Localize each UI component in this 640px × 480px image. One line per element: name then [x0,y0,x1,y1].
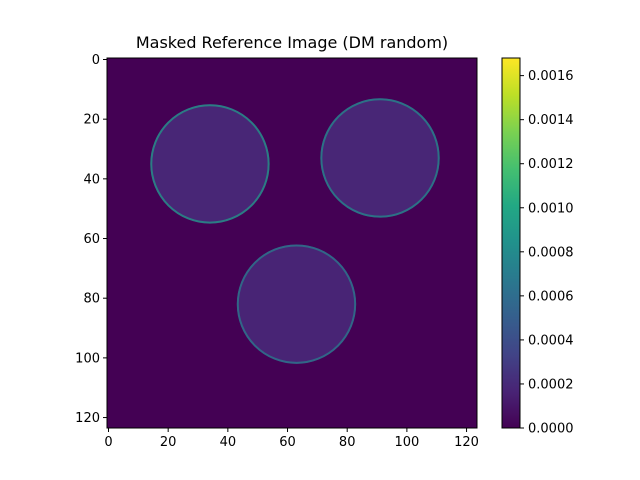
y-tick-label: 60 [83,232,100,247]
colorbar-tick-label: 0.0016 [528,69,574,84]
colorbar-tick-label: 0.0010 [528,201,574,216]
y-tick-label: 40 [83,172,100,187]
y-tick-label: 20 [83,113,100,128]
heatmap-plot-area [107,58,477,428]
x-tick-label: 120 [454,435,479,450]
x-tick-label: 0 [104,435,112,450]
y-tick-label: 120 [75,411,100,426]
x-tick-label: 20 [160,435,177,450]
heatmap-region-2 [320,98,440,218]
colorbar-tick-label: 0.0004 [528,333,574,348]
heatmap-region-rim-1 [150,104,270,224]
x-tick-label: 60 [279,435,296,450]
colorbar-tick-label: 0.0014 [528,113,574,128]
colorbar-axis: 0.0000 0.0002 0.0004 0.0006 0.0008 0.0010 0.00… [520,69,574,437]
y-axis: 0 20 40 60 80 100 120 [75,53,107,426]
x-tick-label: 40 [220,435,237,450]
colorbar-tick-label: 0.0006 [528,289,574,304]
x-tick-label: 100 [394,435,419,450]
chart-title: Masked Reference Image (DM random) [136,33,448,52]
x-tick-label: 80 [339,435,356,450]
heatmap-background [107,58,477,428]
heatmap-region-3 [236,244,357,364]
y-tick-label: 0 [92,53,100,68]
colorbar [501,57,521,429]
colorbar-tick-label: 0.0002 [528,377,574,392]
colorbar-tick-label: 0.0012 [528,157,574,172]
colorbar-tick-label: 0.0008 [528,245,574,260]
plot-frame [106,57,478,429]
heatmap-region-rim-3 [236,244,357,364]
colorbar-tick-label: 0.0000 [528,422,574,437]
y-tick-label: 100 [75,351,100,366]
x-axis: 0 20 40 60 80 100 120 [104,428,479,450]
y-tick-label: 80 [83,292,100,307]
heatmap-region-1 [150,104,270,224]
heatmap-region-rim-2 [320,98,440,218]
